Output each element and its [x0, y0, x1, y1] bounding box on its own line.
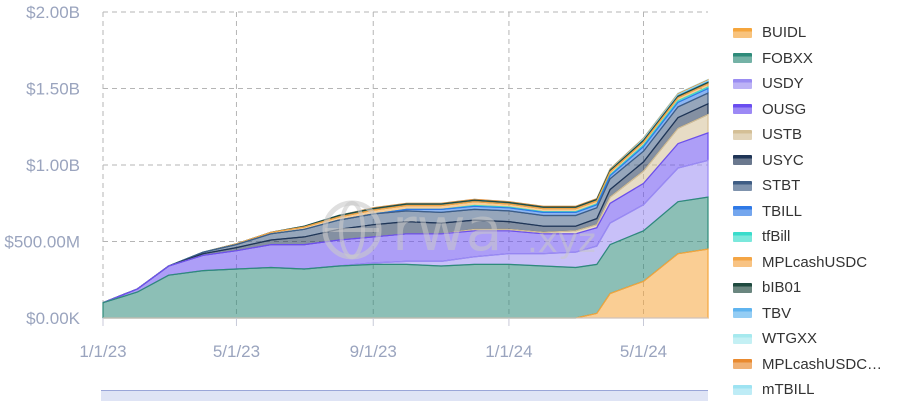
y-tick-label: $0.00K — [26, 309, 81, 328]
globe-icon — [322, 200, 382, 260]
legend-swatch — [733, 333, 752, 344]
legend-item-wtgxx[interactable]: WTGXX — [733, 326, 908, 352]
legend-swatch — [733, 257, 752, 268]
legend-item-tbill[interactable]: TBILL — [733, 199, 908, 225]
legend-swatch — [733, 180, 752, 191]
axis-layer: $0.00K $500.00M $1.00B $1.50B $2.00B 1/1/23 5/… — [4, 3, 708, 361]
legend-swatch — [733, 359, 752, 370]
legend-label: BUIDL — [762, 24, 807, 42]
legend-swatch — [733, 282, 752, 293]
x-tick-label: 1/1/23 — [79, 342, 126, 361]
legend-item-tfbill[interactable]: tfBill — [733, 224, 908, 250]
y-tick-label: $500.00M — [4, 233, 80, 252]
legend-swatch — [733, 129, 752, 140]
x-tick-label: 1/1/24 — [485, 342, 532, 361]
watermark-domain: .xyz — [527, 221, 596, 261]
legend-label: tfBill — [762, 228, 791, 246]
legend-item-stbt[interactable]: STBT — [733, 173, 908, 199]
x-tick-label: 9/1/23 — [350, 342, 397, 361]
legend-item-buidl[interactable]: BUIDL — [733, 20, 908, 46]
watermark-text: rwa — [392, 195, 503, 265]
legend-swatch — [733, 384, 752, 395]
legend-label: WTGXX — [762, 330, 817, 348]
legend-item-mplcashusdc[interactable]: MPLcashUSDC… — [733, 352, 908, 378]
legend-item-ousg[interactable]: OUSG — [733, 97, 908, 123]
legend-item-bib01[interactable]: bIB01 — [733, 275, 908, 301]
legend-item-usyc[interactable]: USYC — [733, 148, 908, 174]
legend-swatch — [733, 206, 752, 217]
legend-label: TBV — [762, 304, 792, 322]
legend-item-ustb[interactable]: USTB — [733, 122, 908, 148]
legend-item-mtbill[interactable]: mTBILL — [733, 377, 908, 403]
legend-label: USYC — [762, 151, 804, 169]
legend-label: FOBXX — [762, 49, 813, 67]
y-tick-label: $2.00B — [26, 3, 80, 22]
legend-swatch — [733, 53, 752, 64]
legend-item-tbv[interactable]: TBV — [733, 301, 908, 327]
legend-swatch — [733, 78, 752, 89]
legend-item-fobxx[interactable]: FOBXX — [733, 46, 908, 72]
legend-swatch — [733, 231, 752, 242]
legend-label: MPLcashUSDC… — [762, 355, 883, 373]
legend-swatch — [733, 155, 752, 166]
legend-label: TBILL — [762, 202, 803, 220]
legend-swatch — [733, 308, 752, 319]
legend-item-usdy[interactable]: USDY — [733, 71, 908, 97]
legend-swatch — [733, 104, 752, 115]
legend-swatch — [733, 27, 752, 38]
legend: BUIDL FOBXX USDY OUSG USTB USYC STBT TBILL tfBil… — [733, 20, 908, 403]
legend-item-mplcashusdc[interactable]: MPLcashUSDC — [733, 250, 908, 276]
watermark: rwa .xyz — [322, 195, 596, 265]
legend-label: USDY — [762, 75, 804, 93]
x-tick-label: 5/1/24 — [620, 342, 667, 361]
legend-label: mTBILL — [762, 381, 815, 399]
legend-label: STBT — [762, 177, 801, 195]
range-navigator[interactable] — [101, 390, 708, 401]
legend-label: bIB01 — [762, 279, 802, 297]
legend-label: OUSG — [762, 100, 807, 118]
legend-label: USTB — [762, 126, 803, 144]
legend-label: MPLcashUSDC — [762, 253, 868, 271]
x-tick-label: 5/1/23 — [213, 342, 260, 361]
y-tick-label: $1.00B — [26, 156, 80, 175]
y-tick-label: $1.50B — [26, 80, 80, 99]
